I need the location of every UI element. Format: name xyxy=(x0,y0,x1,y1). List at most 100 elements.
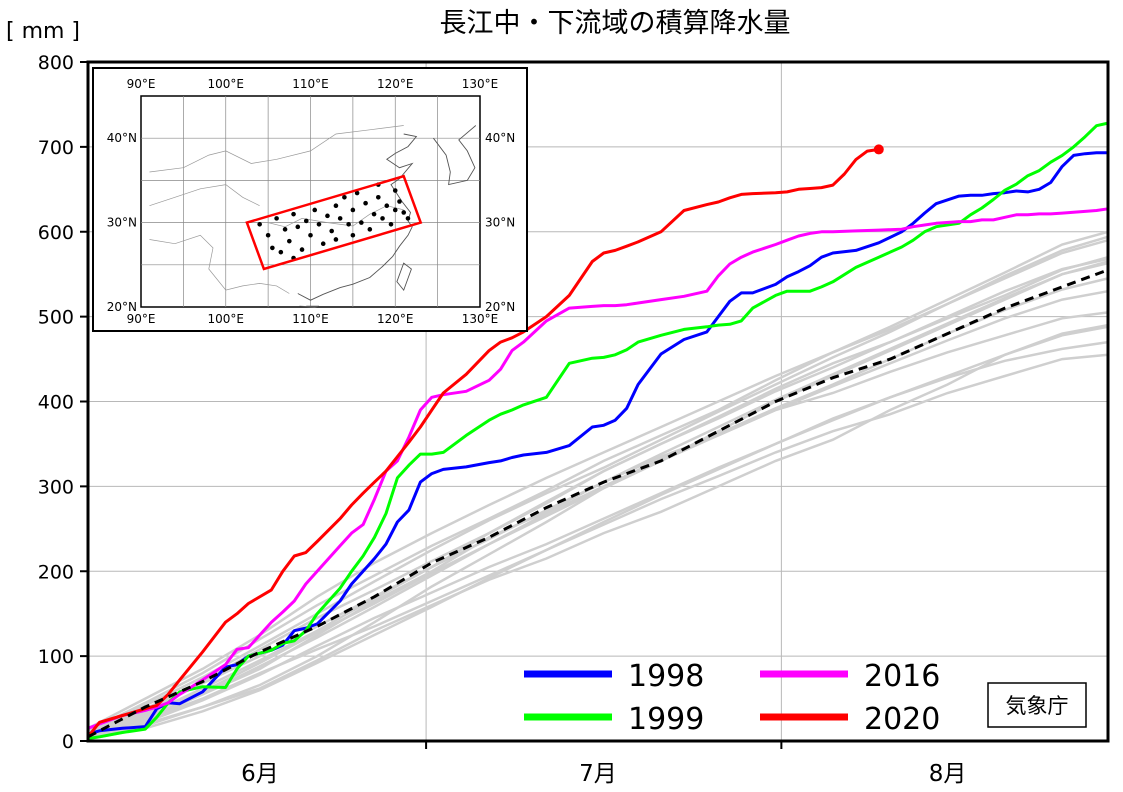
y-tick-label: 600 xyxy=(38,222,74,244)
map-lon-label-top: 110°E xyxy=(292,77,329,91)
gray-series-group xyxy=(87,230,1109,741)
station-dot xyxy=(325,213,330,219)
station-dot xyxy=(291,211,296,217)
map-lat-label-right: 30°N xyxy=(485,216,515,230)
y-tick-label: 100 xyxy=(38,646,74,668)
map-lat-label-left: 20°N xyxy=(107,300,137,314)
station-dot xyxy=(320,241,326,246)
station-dot xyxy=(295,224,301,230)
gray-series-line xyxy=(87,323,1109,739)
y-tick-label: 800 xyxy=(38,52,74,74)
series-end-point-2020 xyxy=(873,144,884,155)
station-dot xyxy=(367,227,373,232)
station-dot xyxy=(278,249,284,255)
map-border-line xyxy=(149,125,404,173)
series-line-2016 xyxy=(87,207,1109,730)
station-dot xyxy=(270,245,275,251)
map-border-line xyxy=(149,234,290,294)
map-lat-label-left: 30°N xyxy=(107,216,137,230)
highlighted-series-group xyxy=(86,121,1109,740)
credit-label: 気象庁 xyxy=(1006,694,1069,718)
map-lon-label-bottom: 100°E xyxy=(208,312,245,326)
station-dot xyxy=(274,216,279,221)
station-dot xyxy=(342,194,347,200)
map-lon-label-top: 90°E xyxy=(127,77,156,91)
gray-series-line xyxy=(87,277,1109,738)
map-lon-label-top: 120°E xyxy=(377,77,414,91)
map-lon-label-bottom: 90°E xyxy=(127,312,156,326)
station-dot xyxy=(333,237,339,242)
station-dot xyxy=(346,221,351,227)
legend-label-1998: 1998 xyxy=(628,659,704,694)
station-dot xyxy=(329,228,334,234)
station-dot xyxy=(359,220,364,225)
station-dot xyxy=(312,207,318,213)
gray-series-line xyxy=(87,255,1109,738)
y-tick-label: 200 xyxy=(38,561,74,583)
station-dot xyxy=(380,216,385,221)
station-dot xyxy=(350,207,356,213)
station-dot xyxy=(350,232,356,238)
inset-map: 90°E 90°E 100°E 100°E 110°E 110°E 120°E 120°E 13… xyxy=(92,67,528,332)
station-dot xyxy=(388,221,394,227)
x-month-label: 7月 xyxy=(579,761,617,787)
legend-label-2016: 2016 xyxy=(864,659,940,694)
gray-series-line xyxy=(87,340,1109,741)
y-axis-unit-label: [ mm ] xyxy=(6,19,80,44)
gray-series-line xyxy=(87,235,1109,734)
station-dot xyxy=(316,221,322,227)
series-line-2020 xyxy=(86,147,880,738)
station-dot xyxy=(371,211,377,217)
station-dot xyxy=(282,227,288,232)
gray-series-line xyxy=(87,289,1109,736)
credit-box: 気象庁 xyxy=(987,682,1087,728)
station-dot xyxy=(405,216,411,221)
map-lat-label-left: 40°N xyxy=(107,131,137,145)
gray-series-line xyxy=(87,353,1109,740)
station-dot xyxy=(333,203,339,209)
station-dot xyxy=(384,203,390,209)
y-tick-label: 0 xyxy=(62,731,74,753)
x-axis-ticks: 6月 7月 8月 xyxy=(241,741,966,787)
map-coastline xyxy=(297,133,418,301)
x-month-label: 6月 xyxy=(241,761,279,787)
map-hainan xyxy=(299,305,320,308)
map-korea-coast xyxy=(433,125,477,186)
station-dot xyxy=(257,221,262,227)
station-dot xyxy=(308,232,313,238)
y-tick-label: 300 xyxy=(38,476,74,498)
map-lon-label-top: 100°E xyxy=(208,77,245,91)
y-tick-label: 700 xyxy=(38,137,74,159)
map-lat-label-right: 40°N xyxy=(485,131,515,145)
station-dot xyxy=(337,216,343,221)
station-dot xyxy=(392,207,398,213)
series-line-1999 xyxy=(87,121,1109,740)
station-dot xyxy=(299,247,305,252)
y-tick-label: 400 xyxy=(38,392,74,414)
y-tick-label: 500 xyxy=(38,307,74,329)
station-dot xyxy=(303,218,309,224)
legend: 1998 1999 2016 2020 xyxy=(524,659,940,737)
station-dot xyxy=(401,210,407,215)
station-dot xyxy=(354,190,360,196)
station-dot xyxy=(397,199,402,204)
map-lon-label-top: 130°E xyxy=(462,77,499,91)
y-axis-ticks: 0 100 200 300 400 500 600 700 800 xyxy=(38,52,88,753)
mean-series-line xyxy=(87,268,1109,739)
legend-label-1999: 1999 xyxy=(628,702,704,737)
x-month-label: 8月 xyxy=(929,761,967,787)
gray-series-line xyxy=(87,230,1109,732)
map-taiwan xyxy=(396,262,412,292)
station-dot xyxy=(287,238,292,244)
station-dot xyxy=(265,232,271,238)
map-border-line xyxy=(268,205,404,228)
map-lon-label-bottom: 130°E xyxy=(462,312,499,326)
station-dot xyxy=(376,194,381,200)
legend-label-2020: 2020 xyxy=(864,702,940,737)
station-dot xyxy=(392,188,398,193)
target-region-outline xyxy=(245,174,423,271)
chart-title: 長江中・下流域の積算降水量 xyxy=(440,8,791,39)
map-lon-label-bottom: 110°E xyxy=(292,312,329,326)
map-border-line xyxy=(149,184,260,207)
